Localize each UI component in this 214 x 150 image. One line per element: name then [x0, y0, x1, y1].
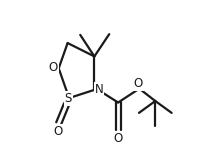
Text: N: N	[95, 83, 104, 96]
Text: O: O	[48, 61, 58, 74]
Text: O: O	[113, 132, 123, 145]
Text: O: O	[134, 77, 143, 90]
Text: O: O	[53, 125, 62, 138]
Text: S: S	[65, 92, 72, 105]
